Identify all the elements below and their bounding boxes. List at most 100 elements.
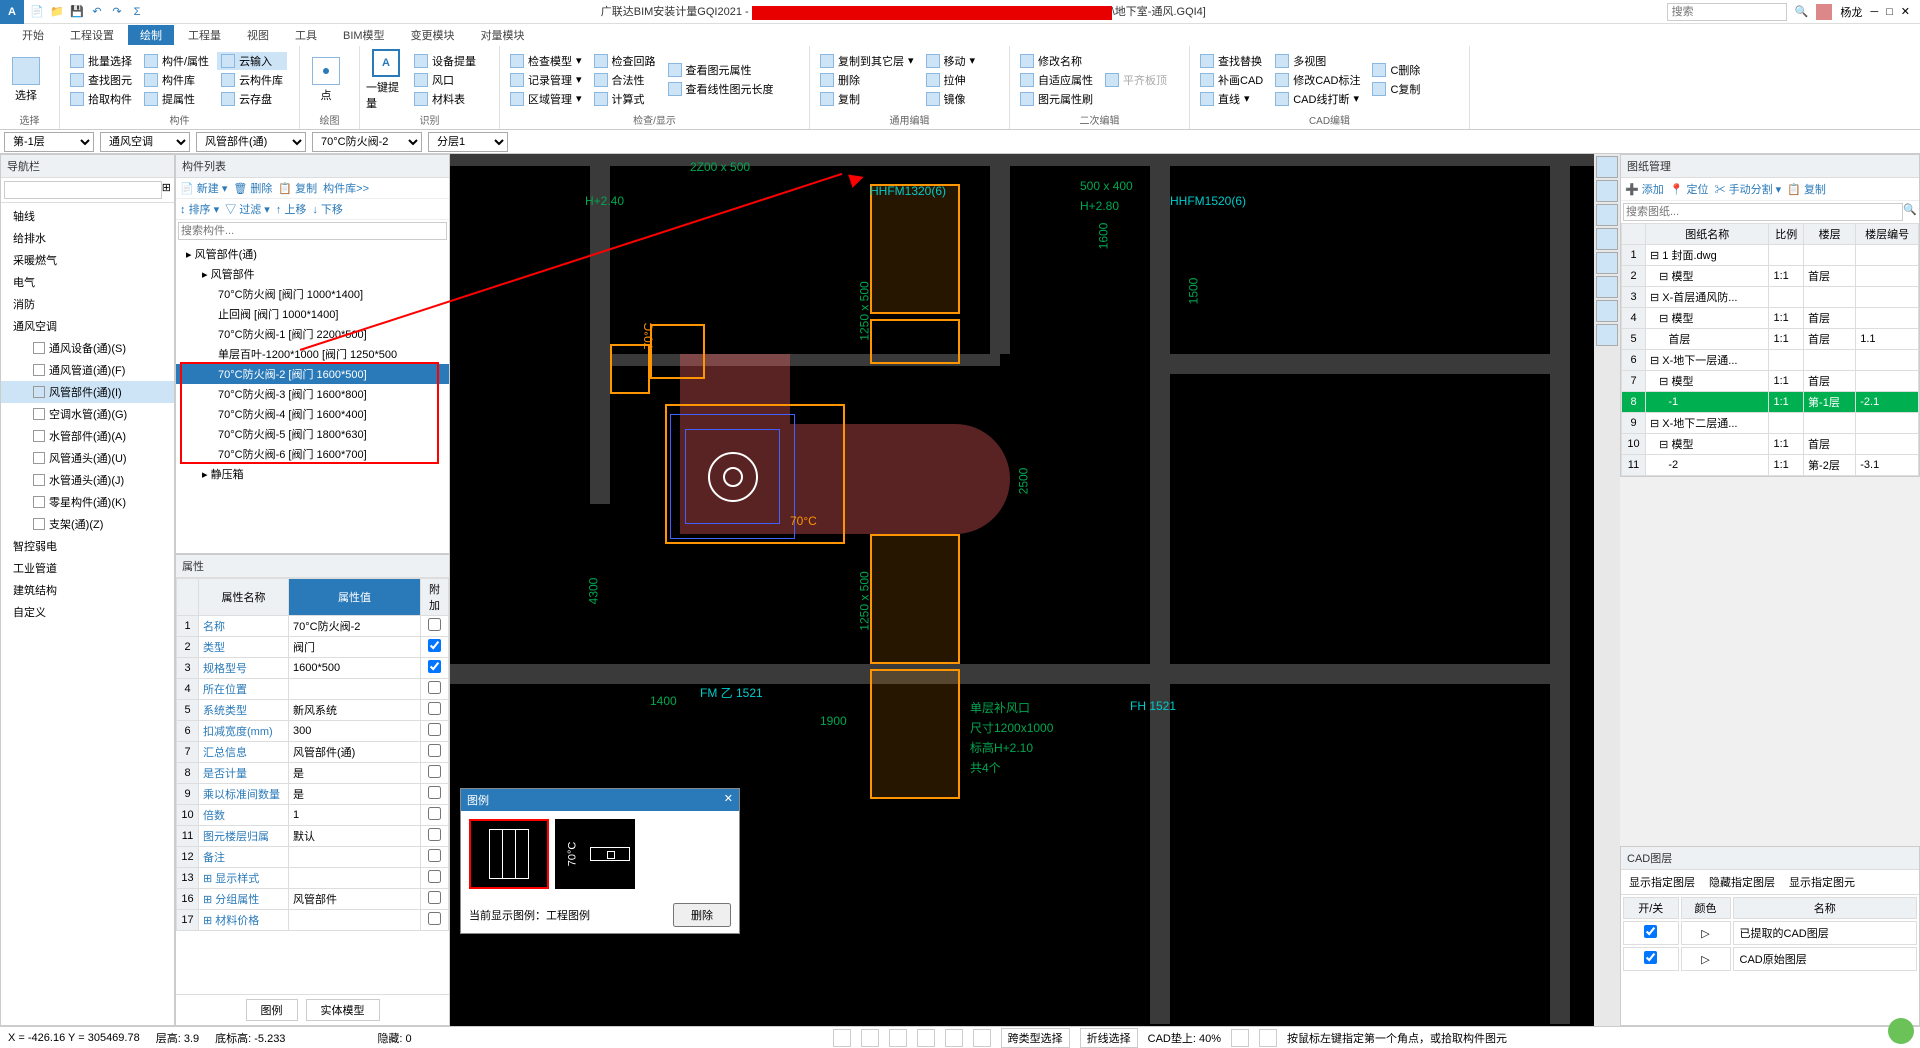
close-icon[interactable]: ✕ [1901, 5, 1910, 18]
split-button[interactable]: ✂ 手动分割 ▾ [1715, 181, 1782, 197]
cadlayer-table[interactable]: 开/关颜色名称 ▷已提取的CAD图层▷CAD原始图层 [1621, 895, 1919, 973]
sb-icon[interactable] [889, 1029, 907, 1047]
nav-item[interactable]: 通风设备(通)(S) [1, 337, 174, 359]
global-search-input[interactable] [1667, 3, 1787, 21]
add-button[interactable]: ➕ 添加 [1625, 181, 1664, 197]
tool-icon[interactable] [1596, 204, 1618, 226]
type-select[interactable]: 风管部件(通) [196, 132, 306, 152]
hide-layer-tab[interactable]: 隐藏指定图层 [1703, 872, 1781, 892]
view-line-length-button[interactable]: 查看线性图元长度 [664, 80, 778, 98]
nav-item[interactable]: 水管通头(通)(J) [1, 469, 174, 491]
batch-select-button[interactable]: 批量选择 [66, 52, 136, 70]
rename-button[interactable]: 修改名称 [1016, 52, 1097, 70]
close-icon[interactable]: ✕ [724, 792, 733, 808]
cross-type-button[interactable]: 跨类型选择 [1001, 1028, 1070, 1048]
mod-cad-dim-button[interactable]: 修改CAD标注 [1271, 71, 1364, 89]
formula-button[interactable]: 计算式 [590, 90, 660, 108]
nav-item[interactable]: 给排水 [1, 227, 174, 249]
property-row[interactable]: 17⊞ 材料价格 [177, 910, 449, 931]
legend-tab[interactable]: 图例 [246, 999, 298, 1021]
movedown-button[interactable]: ↓ 下移 [312, 201, 343, 217]
check-loop-button[interactable]: 检查回路 [590, 52, 660, 70]
legend-item-1[interactable] [469, 819, 549, 889]
nav-item[interactable]: 智控弱电 [1, 535, 174, 557]
tool-icon[interactable] [1596, 156, 1618, 178]
record-mgmt-button[interactable]: 记录管理 ▾ [506, 71, 586, 89]
moveup-button[interactable]: ↑ 上移 [276, 201, 307, 217]
cadlayer-row[interactable]: ▷CAD原始图层 [1623, 947, 1917, 971]
cadlayer-row[interactable]: ▷已提取的CAD图层 [1623, 921, 1917, 945]
property-row[interactable]: 10倍数1 [177, 805, 449, 826]
delete-button[interactable]: 删除 [816, 71, 918, 89]
cloud-save-button[interactable]: 云存盘 [217, 90, 287, 108]
nav-tree[interactable]: 轴线给排水采暖燃气电气消防通风空调通风设备(通)(S)通风管道(通)(F)风管部… [1, 203, 174, 1025]
sb-icon[interactable] [1259, 1029, 1277, 1047]
find-element-button[interactable]: 查找图元 [66, 71, 136, 89]
drawing-row[interactable]: 7 ⊟ 模型1:1首层 [1622, 371, 1919, 392]
cloud-lib-button[interactable]: 云构件库 [217, 71, 287, 89]
drawing-row[interactable]: 3⊟ X-首层通风防... [1622, 287, 1919, 308]
new-button[interactable]: 📄 新建 ▾ [180, 180, 227, 196]
menu-compare[interactable]: 对量模块 [469, 25, 537, 45]
menu-view[interactable]: 视图 [235, 25, 281, 45]
nav-item[interactable]: 水管部件(通)(A) [1, 425, 174, 447]
locate-button[interactable]: 📍 定位 [1670, 181, 1709, 197]
one-key-button[interactable]: A一键提量 [366, 48, 406, 111]
line-button[interactable]: 直线 ▾ [1196, 90, 1267, 108]
tool-icon[interactable] [1596, 276, 1618, 298]
qat-undo-icon[interactable]: ↶ [88, 3, 106, 21]
cloud-input-button[interactable]: 云输入 [217, 52, 287, 70]
sb-icon[interactable] [945, 1029, 963, 1047]
nav-item[interactable]: 通风管道(通)(F) [1, 359, 174, 381]
show-layer-tab[interactable]: 显示指定图层 [1623, 872, 1701, 892]
expand-icon[interactable]: ⊞ [162, 181, 171, 199]
menu-tools[interactable]: 工具 [283, 25, 329, 45]
component-item[interactable]: ▸ 风管部件(通) [176, 244, 449, 264]
drawing-row[interactable]: 8 -11:1第-1层-2.1 [1622, 392, 1919, 413]
search-icon[interactable]: 🔍 [1795, 5, 1809, 18]
tool-icon[interactable] [1596, 300, 1618, 322]
align-slab-button[interactable]: 平齐板顶 [1101, 71, 1171, 89]
draw-cad-button[interactable]: 补画CAD [1196, 71, 1267, 89]
drawing-row[interactable]: 4 ⊟ 模型1:1首层 [1622, 308, 1919, 329]
view-elem-props-button[interactable]: 查看图元属性 [664, 61, 778, 79]
component-item[interactable]: 单层百叶-1200*1000 [阀门 1250*500 [176, 344, 449, 364]
drawing-row[interactable]: 2 ⊟ 模型1:1首层 [1622, 266, 1919, 287]
tool-icon[interactable] [1596, 228, 1618, 250]
property-row[interactable]: 13⊞ 显示样式 [177, 868, 449, 889]
delete-button[interactable]: 🗑 删除 [233, 180, 272, 196]
sb-icon[interactable] [917, 1029, 935, 1047]
nav-item[interactable]: 风管通头(通)(U) [1, 447, 174, 469]
sb-icon[interactable] [833, 1029, 851, 1047]
nav-item[interactable]: 自定义 [1, 601, 174, 623]
move-button[interactable]: 移动 ▾ [922, 52, 980, 70]
device-qty-button[interactable]: 设备提量 [410, 52, 480, 70]
copy-drawing-button[interactable]: 📋 复制 [1787, 181, 1826, 197]
menu-quantity[interactable]: 工程量 [176, 25, 233, 45]
mirror-button[interactable]: 镜像 [922, 90, 980, 108]
legend-delete-button[interactable]: 删除 [673, 903, 731, 927]
select-button[interactable]: 选择 [6, 48, 46, 111]
minimize-icon[interactable]: ─ [1870, 6, 1878, 18]
component-lib-button[interactable]: 构件库 [140, 71, 213, 89]
menu-start[interactable]: 开始 [10, 25, 56, 45]
menu-project[interactable]: 工程设置 [58, 25, 126, 45]
tool-icon[interactable] [1596, 252, 1618, 274]
search-icon[interactable]: 🔍 [1903, 203, 1917, 221]
drawing-row[interactable]: 1⊟ 1 封面.dwg [1622, 245, 1919, 266]
component-item[interactable]: 70°C防火阀-1 [阀门 2200*500] [176, 324, 449, 344]
sb-icon[interactable] [1231, 1029, 1249, 1047]
drawing-row[interactable]: 11 -21:1第-2层-3.1 [1622, 455, 1919, 476]
polyline-button[interactable]: 折线选择 [1080, 1028, 1138, 1048]
region-mgmt-button[interactable]: 区域管理 ▾ [506, 90, 586, 108]
menu-draw[interactable]: 绘制 [128, 25, 174, 45]
copy-floor-button[interactable]: 复制到其它层 ▾ [816, 52, 918, 70]
property-row[interactable]: 3规格型号1600*500 [177, 658, 449, 679]
property-row[interactable]: 12备注 [177, 847, 449, 868]
property-row[interactable]: 2类型阀门 [177, 637, 449, 658]
property-row[interactable]: 11图元楼层归属默认 [177, 826, 449, 847]
extract-props-button[interactable]: 提属性 [140, 90, 213, 108]
find-replace-button[interactable]: 查找替换 [1196, 52, 1267, 70]
qat-save-icon[interactable]: 💾 [68, 3, 86, 21]
property-row[interactable]: 5系统类型新风系统 [177, 700, 449, 721]
